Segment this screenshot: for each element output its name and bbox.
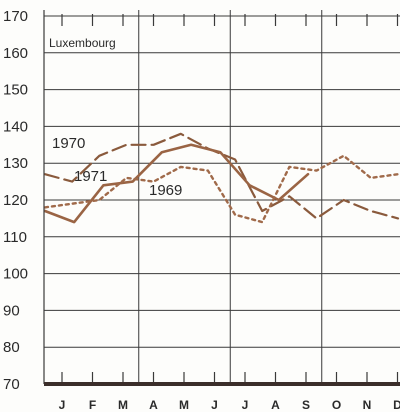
x-tick-label: A	[149, 398, 158, 412]
series-label-1970: 1970	[52, 135, 85, 152]
series-label-1969: 1969	[149, 182, 182, 199]
y-tick-label: 80	[3, 339, 20, 356]
y-tick-label: 150	[3, 82, 28, 99]
grid	[44, 10, 400, 384]
x-tick-label: J	[242, 398, 249, 412]
x-tick-label: N	[363, 398, 372, 412]
y-tick-label: 170	[3, 8, 28, 25]
x-tick-label: M	[118, 398, 128, 412]
chart-title: Luxembourg	[49, 36, 116, 50]
series-line-1971	[43, 143, 310, 224]
y-tick-label: 90	[3, 302, 20, 319]
series-label-1971: 1971	[74, 168, 107, 185]
y-tick-label: 130	[3, 155, 28, 172]
x-tick-label: A	[271, 398, 280, 412]
y-tick-label: 140	[3, 118, 28, 135]
labels: Luxembourg 1970 1971 1969	[49, 36, 182, 199]
x-tick-label: D	[393, 398, 400, 412]
y-tick-label: 110	[3, 229, 27, 246]
x-tick-label: J	[59, 398, 66, 412]
x-tick-label: S	[302, 398, 310, 412]
x-tick-label: M	[179, 398, 189, 412]
x-tick-label: J	[211, 398, 218, 412]
series-line-1969	[43, 154, 400, 224]
series-layer	[43, 132, 400, 224]
y-tick-label: 120	[3, 192, 28, 209]
y-tick-label: 100	[3, 266, 28, 283]
axes: 70 80 90 100 110 120 130 140 150 160 170 J F M A M J J A S O…	[3, 8, 400, 412]
x-tick-label: F	[89, 398, 96, 412]
y-tick-label: 70	[3, 376, 20, 393]
y-tick-label: 160	[3, 45, 28, 62]
x-tick-label: O	[332, 398, 341, 412]
series-line-1970	[43, 132, 400, 220]
